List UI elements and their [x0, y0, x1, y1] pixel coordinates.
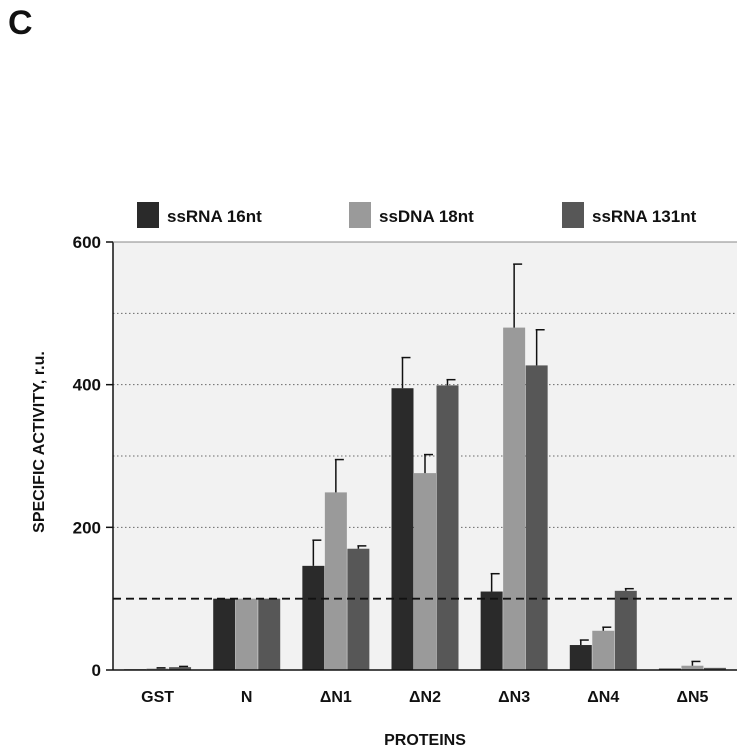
- x-tick-label: ΔN2: [409, 689, 441, 706]
- bar: [347, 548, 370, 670]
- x-tick-labels: GST N ΔN1 ΔN2 ΔN3 ΔN4 ΔN5: [141, 689, 708, 706]
- x-tick-label: ΔN1: [320, 689, 352, 706]
- y-tick-label: 400: [73, 376, 101, 395]
- legend-item: ssDNA 18nt: [349, 202, 474, 228]
- y-tick-label: 0: [92, 661, 101, 680]
- legend-label: ssRNA 131nt: [592, 207, 697, 226]
- bar: [235, 598, 258, 670]
- legend-item: ssRNA 131nt: [562, 202, 697, 228]
- bar: [414, 473, 436, 670]
- bar: [169, 667, 192, 670]
- bar: [480, 591, 503, 670]
- bar: [681, 665, 704, 670]
- bar: [525, 365, 548, 670]
- y-tick-label: 600: [73, 233, 101, 252]
- x-tick-label: ΔN3: [498, 689, 530, 706]
- y-axis-label: SPECIFIC ACTIVITY, r.u.: [31, 351, 48, 533]
- bar: [324, 492, 347, 670]
- bar: [592, 630, 615, 670]
- bar: [213, 598, 236, 670]
- x-tick-label: GST: [141, 689, 174, 706]
- axes: [106, 241, 737, 671]
- bar: [302, 565, 325, 670]
- legend-label: ssRNA 16nt: [167, 207, 262, 226]
- bar: [614, 590, 637, 670]
- y-tick-label: 200: [73, 518, 101, 537]
- x-axis-label: PROTEINS: [384, 732, 466, 749]
- legend-swatch: [562, 202, 584, 228]
- x-tick-label: N: [241, 689, 253, 706]
- bar: [503, 327, 526, 670]
- legend-item: ssRNA 16nt: [137, 202, 262, 228]
- legend: ssRNA 16nt ssDNA 18nt ssRNA 131nt: [137, 202, 697, 228]
- legend-swatch: [137, 202, 159, 228]
- bar: [569, 645, 592, 670]
- legend-swatch: [349, 202, 371, 228]
- bar: [436, 385, 459, 670]
- bar: [703, 667, 726, 670]
- x-tick-label: ΔN5: [676, 689, 708, 706]
- y-tick-labels: 0 200 400 600: [73, 233, 101, 680]
- x-tick-label: ΔN4: [587, 689, 619, 706]
- legend-label: ssDNA 18nt: [379, 207, 474, 226]
- bar: [391, 388, 414, 670]
- bar: [258, 598, 281, 670]
- panel-letter: C: [8, 4, 33, 42]
- bars: [124, 263, 726, 670]
